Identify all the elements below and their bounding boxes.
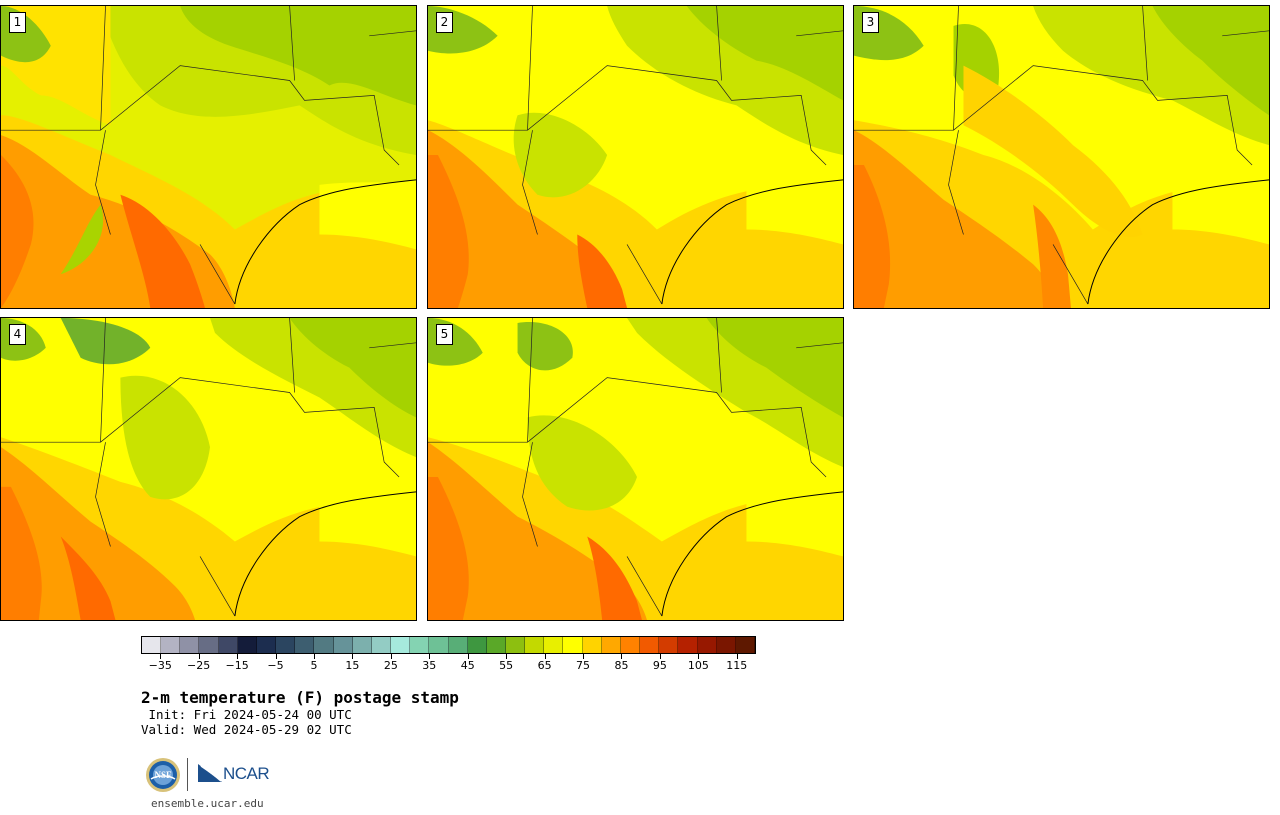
colorbar-tick	[160, 654, 162, 659]
colorbar-tick-label: −35	[148, 659, 172, 672]
colorbar-tick-label: −25	[187, 659, 211, 672]
colorbar-swatch	[391, 637, 411, 653]
colorbar-swatch	[525, 637, 545, 653]
colorbar-swatch	[410, 637, 430, 653]
colorbar-tick-label: 5	[310, 659, 318, 672]
colorbar-tick	[390, 654, 392, 659]
colorbar-tick-label: 45	[460, 659, 475, 672]
temperature-colorbar	[141, 636, 756, 654]
init-time: Init: Fri 2024-05-24 00 UTC	[141, 707, 352, 722]
nsf-logo: NSF	[145, 757, 181, 793]
colorbar-tick	[621, 654, 623, 659]
colorbar-tick	[736, 654, 738, 659]
colorbar-swatch	[333, 637, 353, 653]
colorbar-swatch	[295, 637, 315, 653]
colorbar-swatch	[640, 637, 660, 653]
colorbar-swatch	[218, 637, 238, 653]
colorbar-tick-label: 15	[345, 659, 360, 672]
ncar-logo-text: NCAR	[223, 764, 270, 783]
colorbar-tick-label: −15	[225, 659, 249, 672]
colorbar-swatch	[563, 637, 583, 653]
colorbar-swatch	[678, 637, 698, 653]
colorbar-swatch	[314, 637, 334, 653]
colorbar-tick	[659, 654, 661, 659]
nsf-logo-text: NSF	[154, 770, 172, 780]
stamp-panel-1: 1	[0, 5, 417, 309]
colorbar-tick	[583, 654, 585, 659]
colorbar-swatch	[371, 637, 392, 653]
colorbar-swatch	[237, 637, 257, 653]
colorbar-swatch	[199, 637, 219, 653]
colorbar-swatch	[697, 637, 717, 653]
colorbar-tick-label: 25	[383, 659, 398, 672]
stamp-panel-4: 4	[0, 317, 417, 621]
temperature-map-5	[428, 318, 843, 620]
temperature-map-2	[428, 6, 843, 308]
colorbar-tick-label: 105	[687, 659, 709, 672]
plot-title: 2-m temperature (F) postage stamp	[141, 688, 459, 707]
logo-separator	[187, 758, 188, 791]
colorbar-swatch	[161, 637, 181, 653]
colorbar-swatch	[276, 637, 296, 653]
colorbar-swatch	[448, 637, 468, 653]
colorbar-tick-label: 115	[726, 659, 748, 672]
panel-label-3: 3	[862, 12, 879, 33]
colorbar-tick	[352, 654, 354, 659]
site-url: ensemble.ucar.edu	[151, 797, 264, 810]
colorbar-tick-label: 55	[499, 659, 514, 672]
colorbar-swatch	[429, 637, 449, 653]
temperature-map-1	[1, 6, 416, 308]
colorbar-tick	[237, 654, 239, 659]
ncar-logo: NCAR	[197, 762, 273, 786]
panel-label-5: 5	[436, 324, 453, 345]
colorbar-swatch	[620, 637, 641, 653]
panel-label-4: 4	[9, 324, 26, 345]
valid-time: Valid: Wed 2024-05-29 02 UTC	[141, 722, 352, 737]
colorbar-swatch	[716, 637, 736, 653]
colorbar-swatch	[659, 637, 679, 653]
colorbar-swatch	[601, 637, 621, 653]
temperature-map-4	[1, 318, 416, 620]
colorbar-tick	[429, 654, 431, 659]
colorbar-tick-label: 65	[537, 659, 552, 672]
colorbar-swatch	[180, 637, 200, 653]
colorbar-tick	[467, 654, 469, 659]
colorbar-ticks: −35 −25 −15 −5 5 15 25 35 45 55 65 75 85 95 105 115	[141, 654, 756, 674]
colorbar-tick-label: 85	[614, 659, 629, 672]
colorbar-swatch	[142, 637, 162, 653]
colorbar-tick-label: 95	[652, 659, 667, 672]
colorbar-swatch	[256, 637, 277, 653]
colorbar-swatch	[467, 637, 487, 653]
stamp-panel-2: 2	[427, 5, 844, 309]
colorbar-tick	[275, 654, 277, 659]
colorbar-tick	[198, 654, 200, 659]
colorbar-swatch	[544, 637, 564, 653]
stamp-panel-3: 3	[853, 5, 1270, 309]
colorbar-tick	[506, 654, 508, 659]
colorbar-tick-label: 75	[576, 659, 591, 672]
colorbar-swatch	[735, 637, 755, 653]
temperature-map-3	[854, 6, 1269, 308]
colorbar-tick	[544, 654, 546, 659]
colorbar-tick	[698, 654, 700, 659]
colorbar-swatch	[486, 637, 506, 653]
panel-label-1: 1	[9, 12, 26, 33]
colorbar-tick-label: 35	[422, 659, 437, 672]
colorbar-tick-label: −5	[267, 659, 284, 672]
stamp-panel-5: 5	[427, 317, 844, 621]
colorbar-swatch	[352, 637, 372, 653]
colorbar-tick	[313, 654, 315, 659]
colorbar-swatch	[582, 637, 602, 653]
panel-label-2: 2	[436, 12, 453, 33]
colorbar-swatch	[505, 637, 526, 653]
